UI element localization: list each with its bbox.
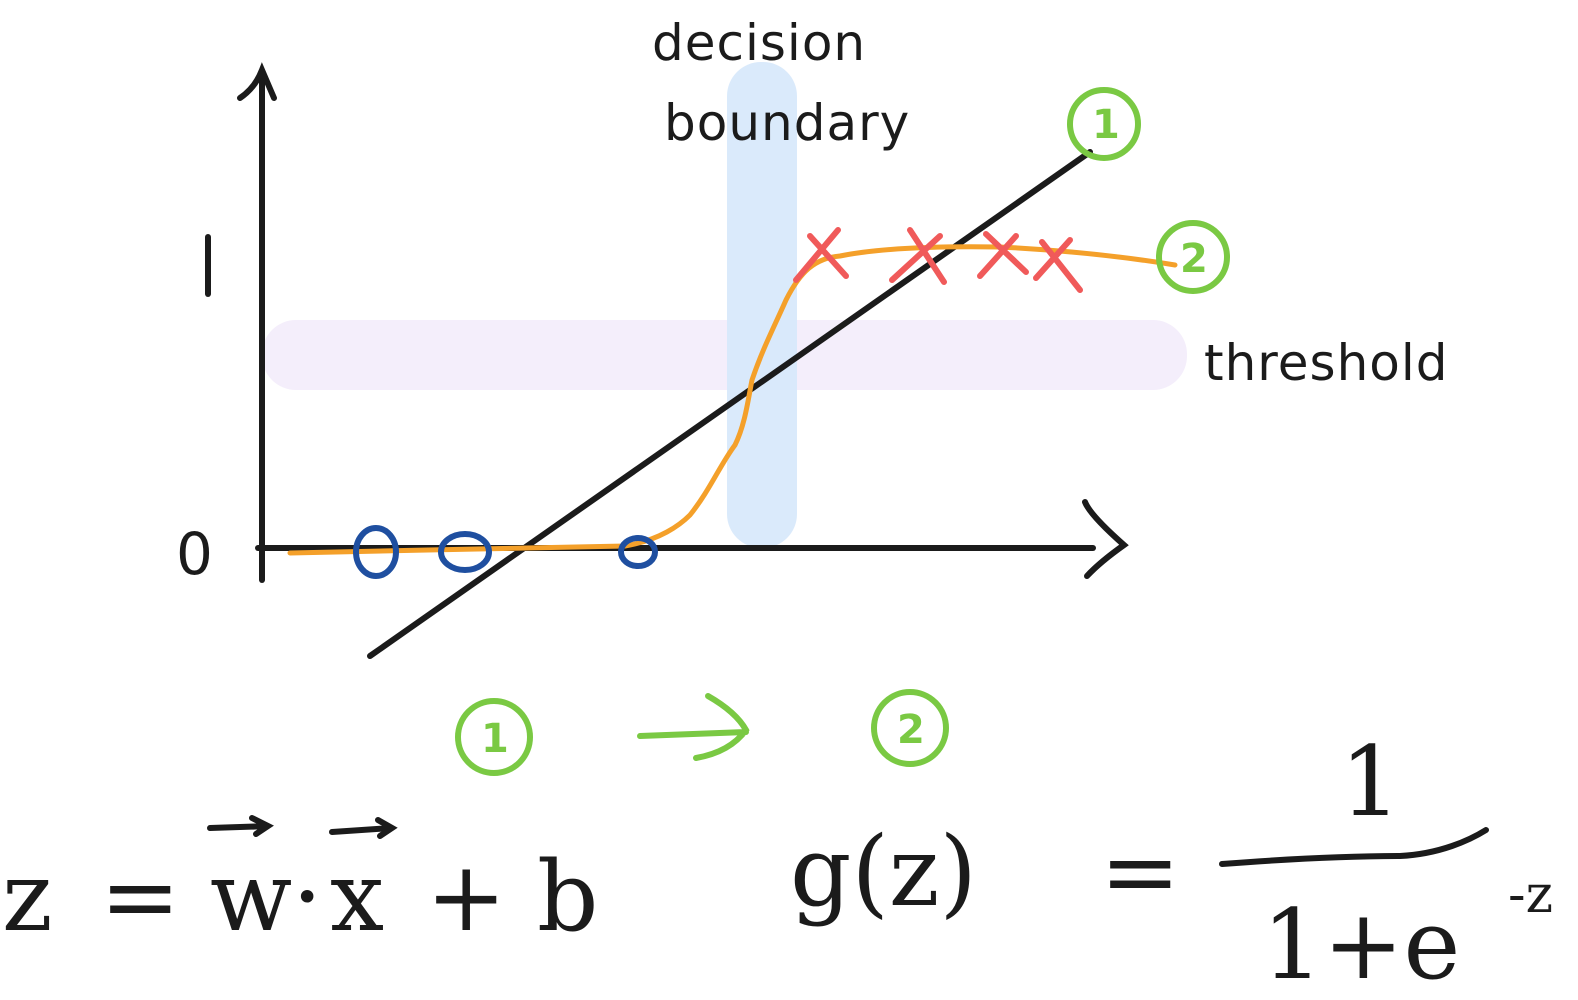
threshold-band	[262, 320, 1187, 390]
fraction-bar	[1219, 827, 1489, 867]
annotation-marker-1: 1	[1067, 87, 1141, 161]
svg-text:2: 2	[1180, 236, 1208, 282]
marker-o-3	[618, 535, 658, 569]
eq-g-of-z: g(z)	[790, 816, 977, 928]
marker-x-1	[793, 227, 849, 283]
x-vector-arrow	[329, 817, 398, 839]
sigmoid-equation: g(z) = 1 1+e -z	[790, 726, 1553, 1000]
flow-label-1: 1	[481, 716, 509, 762]
eq-equals-2: =	[1100, 816, 1180, 928]
flow-marker-2	[871, 689, 949, 767]
marker-o-2	[438, 531, 492, 573]
sigmoid-curve	[287, 244, 1178, 556]
marker-x-3	[977, 231, 1029, 279]
x-axis-arrowhead	[1082, 499, 1129, 579]
flow-arrow	[637, 693, 750, 761]
eq-dot: ·	[292, 841, 323, 953]
linear-line	[367, 149, 1093, 659]
y-axis-arrowhead	[237, 62, 277, 101]
linear-equation: z = w · x + b	[2, 815, 598, 953]
eq-x: x	[330, 841, 384, 953]
negative-markers	[353, 525, 658, 579]
decision-label-line2: boundary	[664, 94, 910, 152]
y-tick-zero: 0	[176, 520, 215, 588]
positive-markers	[793, 227, 1083, 293]
eq-w: w	[210, 841, 292, 953]
decision-label-line1: decision	[652, 14, 866, 72]
eq-exponent: -z	[1508, 865, 1553, 925]
w-vector-arrow	[207, 815, 274, 837]
marker-x-4	[1033, 237, 1083, 293]
annotation-marker-2: 2	[1156, 220, 1230, 294]
eq-denominator: 1+e	[1262, 889, 1460, 1000]
flow-label-2: 2	[897, 707, 925, 753]
marker-o-1	[353, 525, 399, 579]
flow-marker-1	[455, 698, 533, 776]
eq-equals-1: =	[100, 841, 180, 953]
flow-1-to-2: 1 2	[455, 689, 949, 776]
threshold-label: threshold	[1204, 334, 1448, 392]
eq-numerator: 1	[1340, 726, 1401, 838]
marker-x-2	[889, 227, 947, 285]
eq-plus-b: + b	[426, 841, 598, 953]
eq-z: z	[2, 841, 53, 953]
svg-text:1: 1	[1092, 102, 1120, 148]
